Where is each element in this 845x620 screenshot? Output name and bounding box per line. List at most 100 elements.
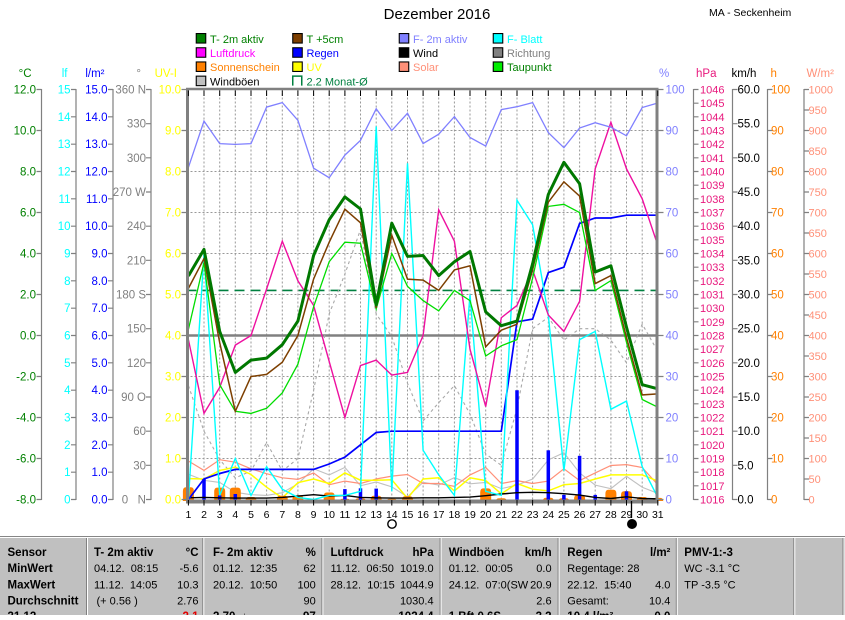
svg-text:3: 3 [217, 509, 223, 521]
svg-text:1019.0: 1019.0 [400, 563, 434, 575]
svg-text:6.0: 6.0 [20, 208, 36, 220]
svg-text:31.12.: 31.12. [8, 611, 40, 615]
svg-text:11: 11 [59, 194, 71, 206]
svg-text:1025: 1025 [700, 372, 724, 384]
svg-text:1044.9: 1044.9 [400, 579, 434, 591]
svg-text:Wind: Wind [413, 48, 438, 60]
svg-text:Solar: Solar [413, 62, 439, 74]
svg-text:km/h: km/h [525, 547, 552, 559]
svg-text:90: 90 [304, 596, 316, 608]
svg-text:80: 80 [771, 167, 784, 179]
svg-text:1017: 1017 [700, 481, 724, 493]
svg-text:2.6: 2.6 [536, 596, 551, 608]
svg-text:20.12. 10:50: 20.12. 10:50 [213, 579, 277, 591]
svg-text:50.0: 50.0 [738, 153, 760, 165]
svg-text:15: 15 [58, 85, 71, 97]
svg-text:22.12. 15:40: 22.12. 15:40 [567, 579, 631, 591]
svg-text:Dezember 2016: Dezember 2016 [384, 6, 491, 23]
svg-text:1045: 1045 [700, 98, 724, 110]
svg-text:13: 13 [58, 139, 71, 151]
svg-text:1.0: 1.0 [165, 454, 181, 466]
svg-text:100: 100 [771, 85, 790, 97]
svg-text:2.0: 2.0 [20, 290, 36, 302]
svg-text:10: 10 [323, 509, 335, 521]
svg-text:11.12. 06:50: 11.12. 06:50 [331, 563, 394, 575]
svg-text:0 N: 0 N [122, 495, 146, 507]
svg-text:5: 5 [64, 358, 70, 370]
svg-text:62: 62 [304, 563, 316, 575]
svg-text:1030.4: 1030.4 [400, 596, 434, 608]
svg-text:90: 90 [666, 126, 679, 138]
svg-text:100: 100 [666, 85, 685, 97]
svg-text:100: 100 [809, 454, 827, 466]
svg-text:-8.0: -8.0 [16, 495, 36, 507]
svg-text:1018: 1018 [700, 467, 724, 479]
svg-text:0.0: 0.0 [654, 611, 670, 615]
svg-text:1038: 1038 [700, 194, 724, 206]
svg-text:20.0: 20.0 [738, 358, 760, 370]
svg-text:8: 8 [295, 509, 301, 521]
svg-text:15: 15 [402, 509, 414, 521]
svg-text:7: 7 [279, 509, 285, 521]
svg-text:10.4: 10.4 [649, 596, 670, 608]
svg-text:600: 600 [809, 249, 827, 261]
svg-text:1046: 1046 [700, 85, 724, 97]
svg-text:3: 3 [64, 413, 70, 425]
svg-text:26: 26 [574, 509, 586, 521]
svg-text:T +5cm: T +5cm [307, 34, 344, 46]
svg-text:7.0: 7.0 [165, 208, 181, 220]
svg-text:9.0: 9.0 [92, 249, 108, 261]
svg-text:°: ° [136, 68, 141, 80]
svg-text:7: 7 [64, 303, 70, 315]
svg-text:1034: 1034 [700, 249, 724, 261]
svg-text:01.12. 00:05: 01.12. 00:05 [449, 563, 513, 575]
svg-text:1024.4: 1024.4 [398, 611, 434, 615]
svg-text:13.0: 13.0 [85, 139, 107, 151]
svg-text:400: 400 [809, 331, 827, 343]
svg-text:%: % [659, 68, 669, 80]
svg-text:700: 700 [809, 208, 827, 220]
svg-text:750: 750 [809, 187, 827, 199]
svg-text:6.0: 6.0 [92, 331, 108, 343]
svg-text:PMV-1:-3: PMV-1:-3 [684, 547, 733, 559]
svg-text:MinWert: MinWert [8, 563, 53, 575]
svg-text:800: 800 [809, 167, 827, 179]
svg-text:24: 24 [542, 509, 554, 521]
svg-text:10.0: 10.0 [85, 221, 107, 233]
svg-text:8.0: 8.0 [20, 167, 36, 179]
svg-text:300: 300 [127, 153, 146, 165]
svg-text:6: 6 [264, 509, 270, 521]
svg-text:0.0: 0.0 [20, 331, 36, 343]
svg-text:10.0: 10.0 [159, 85, 181, 97]
svg-text:01.12. 12:35: 01.12. 12:35 [213, 563, 277, 575]
svg-text:Richtung: Richtung [507, 48, 550, 60]
svg-text:1027: 1027 [700, 344, 724, 356]
svg-text:1024: 1024 [700, 385, 724, 397]
svg-text:330: 330 [127, 119, 146, 131]
svg-text:20: 20 [771, 413, 784, 425]
svg-text:lf: lf [62, 68, 69, 80]
svg-text:4: 4 [232, 509, 238, 521]
svg-text:11.0: 11.0 [86, 194, 108, 206]
svg-text:Windböen: Windböen [449, 547, 504, 559]
svg-text:4: 4 [64, 385, 71, 397]
svg-text:17: 17 [433, 509, 445, 521]
svg-text:8: 8 [64, 276, 70, 288]
svg-text:1040: 1040 [700, 167, 724, 179]
svg-text:27: 27 [589, 509, 601, 521]
svg-text:25.0: 25.0 [738, 324, 760, 336]
svg-text:30.0: 30.0 [738, 290, 760, 302]
svg-text:20: 20 [480, 509, 492, 521]
svg-text:(+ 0.56 ): (+ 0.56 ) [97, 596, 138, 608]
svg-text:Luftdruck: Luftdruck [210, 48, 256, 60]
svg-text:1039: 1039 [700, 180, 724, 192]
svg-text:6.0: 6.0 [165, 249, 181, 261]
svg-text:16: 16 [417, 509, 429, 521]
svg-text:97: 97 [303, 611, 316, 615]
svg-text:Luftdruck: Luftdruck [331, 547, 385, 559]
svg-text:60: 60 [666, 249, 679, 261]
svg-text:10: 10 [58, 221, 71, 233]
svg-text:30: 30 [133, 460, 146, 472]
svg-text:l/m²: l/m² [650, 547, 671, 559]
svg-text:UV: UV [307, 62, 323, 74]
